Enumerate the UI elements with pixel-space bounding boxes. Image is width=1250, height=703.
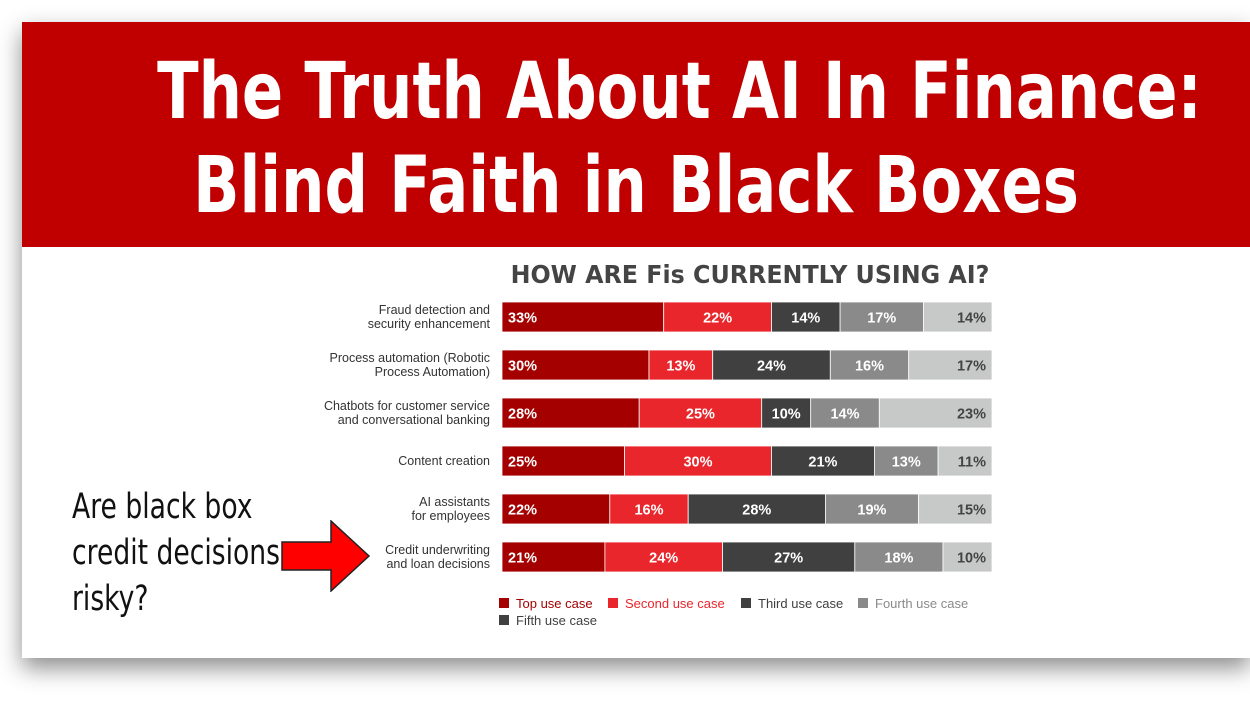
data-label: 28% bbox=[742, 503, 771, 519]
bar-segment bbox=[624, 445, 772, 477]
data-label: 18% bbox=[884, 551, 913, 567]
bar-segment bbox=[501, 493, 611, 525]
callout-question: Are black box credit decisions risky? bbox=[72, 484, 302, 622]
bar-segment bbox=[722, 541, 856, 573]
right-arrow-icon bbox=[281, 520, 371, 592]
category-label: for employees bbox=[411, 509, 490, 523]
bar-segment bbox=[918, 493, 993, 525]
data-label: 23% bbox=[957, 407, 986, 423]
data-label: 15% bbox=[957, 503, 986, 519]
headline-line-2: Blind Faith in Black Boxes bbox=[193, 141, 1079, 231]
data-label: 25% bbox=[686, 407, 715, 423]
headline-banner bbox=[22, 22, 1250, 247]
legend-label: Third use case bbox=[758, 596, 843, 611]
bar-segment bbox=[874, 445, 939, 477]
data-label: 14% bbox=[957, 311, 986, 327]
data-label: 22% bbox=[703, 311, 732, 327]
bar-segment bbox=[839, 301, 924, 333]
legend-label: Top use case bbox=[516, 596, 593, 611]
bar-segment bbox=[687, 493, 826, 525]
data-label: 10% bbox=[957, 551, 986, 567]
legend-swatch bbox=[858, 598, 868, 608]
bar-segment bbox=[501, 541, 606, 573]
data-label: 14% bbox=[791, 311, 820, 327]
callout-line-1: Are black box bbox=[72, 487, 253, 527]
bar-segment bbox=[771, 301, 841, 333]
category-label: security enhancement bbox=[368, 317, 491, 331]
category-label: and conversational banking bbox=[338, 413, 490, 427]
legend-swatch bbox=[741, 598, 751, 608]
data-label: 21% bbox=[808, 455, 837, 471]
data-label: 28% bbox=[508, 407, 537, 423]
callout-line-2: credit decisions bbox=[72, 533, 281, 573]
bar-segment bbox=[810, 397, 880, 429]
category-label: Credit underwriting bbox=[385, 543, 490, 557]
legend-swatch bbox=[608, 598, 618, 608]
chart-title: HOW ARE Fis CURRENTLY USING AI? bbox=[510, 260, 990, 289]
category-label: Fraud detection and bbox=[379, 303, 490, 317]
data-label: 10% bbox=[772, 407, 801, 423]
data-label: 30% bbox=[683, 455, 712, 471]
bar-segment bbox=[942, 541, 993, 573]
bar-segment bbox=[501, 445, 625, 477]
data-label: 24% bbox=[757, 359, 786, 375]
category-label: Process automation (Robotic bbox=[330, 351, 491, 365]
bar-segment bbox=[501, 349, 650, 381]
data-label: 24% bbox=[649, 551, 678, 567]
data-label: 13% bbox=[666, 359, 695, 375]
legend-swatch bbox=[499, 598, 509, 608]
data-label: 33% bbox=[508, 311, 537, 327]
category-label: and loan decisions bbox=[386, 557, 490, 571]
category-label: Process Automation) bbox=[375, 365, 490, 379]
legend-swatch bbox=[499, 615, 509, 625]
bar-segment bbox=[878, 397, 993, 429]
category-label: Chatbots for customer service bbox=[324, 399, 490, 413]
bar-segment bbox=[501, 397, 640, 429]
headline-line-1: The Truth About AI In Finance: bbox=[157, 47, 1202, 137]
bar-segment bbox=[825, 493, 919, 525]
bar-segment bbox=[923, 301, 993, 333]
data-label: 13% bbox=[892, 455, 921, 471]
bar-segment bbox=[908, 349, 993, 381]
bar-segment bbox=[638, 397, 763, 429]
data-label: 25% bbox=[508, 455, 537, 471]
callout-line-3: risky? bbox=[72, 579, 149, 619]
data-label: 30% bbox=[508, 359, 537, 375]
legend-label: Fourth use case bbox=[875, 596, 968, 611]
data-label: 14% bbox=[830, 407, 859, 423]
data-label: 17% bbox=[957, 359, 986, 375]
data-label: 22% bbox=[508, 503, 537, 519]
bar-segment bbox=[648, 349, 714, 381]
category-label: AI assistants bbox=[419, 495, 490, 509]
data-label: 19% bbox=[857, 503, 886, 519]
bar-segment bbox=[663, 301, 772, 333]
data-label: 16% bbox=[634, 503, 663, 519]
data-label: 11% bbox=[958, 455, 986, 471]
bar-segment bbox=[937, 445, 993, 477]
data-label: 27% bbox=[774, 551, 803, 567]
data-label: 17% bbox=[867, 311, 896, 327]
bar-segment bbox=[609, 493, 689, 525]
legend-label: Second use case bbox=[625, 596, 725, 611]
bar-segment bbox=[771, 445, 875, 477]
data-label: 16% bbox=[855, 359, 884, 375]
bar-segment bbox=[712, 349, 831, 381]
bar-segment bbox=[829, 349, 910, 381]
category-label: Content creation bbox=[398, 454, 490, 468]
legend-label: Fifth use case bbox=[516, 613, 597, 628]
bar-segment bbox=[604, 541, 723, 573]
data-label: 21% bbox=[508, 551, 537, 567]
